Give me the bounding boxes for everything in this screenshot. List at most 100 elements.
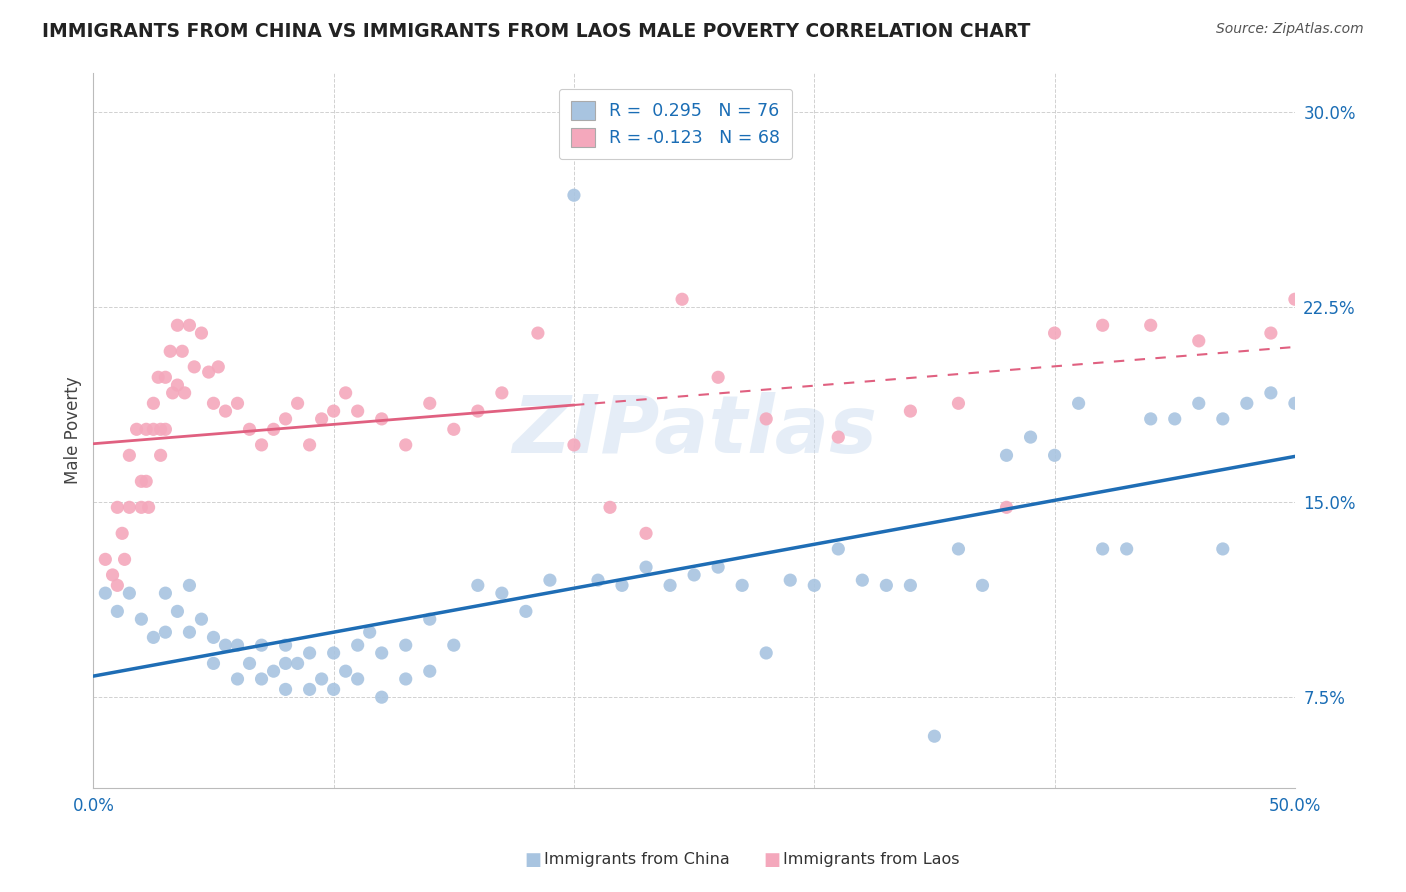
- Point: [274, 682, 297, 697]
- Point: [105, 578, 128, 592]
- Point: [155, 625, 177, 640]
- Point: [948, 396, 970, 410]
- Point: [311, 672, 333, 686]
- Point: [118, 448, 141, 462]
- Point: [274, 412, 297, 426]
- Point: [827, 541, 849, 556]
- Point: [148, 370, 170, 384]
- Point: [183, 359, 205, 374]
- Point: [683, 568, 706, 582]
- Point: [142, 422, 165, 436]
- Point: [875, 578, 897, 592]
- Point: [131, 612, 153, 626]
- Point: [125, 422, 148, 436]
- Point: [298, 438, 321, 452]
- Text: ZIPatlas: ZIPatlas: [512, 392, 876, 469]
- Point: [94, 552, 117, 566]
- Point: [562, 438, 585, 452]
- Point: [172, 344, 194, 359]
- Point: [1164, 412, 1187, 426]
- Point: [207, 359, 229, 374]
- Point: [162, 385, 184, 400]
- Point: [779, 573, 801, 587]
- Text: Source: ZipAtlas.com: Source: ZipAtlas.com: [1216, 22, 1364, 37]
- Point: [250, 672, 273, 686]
- Point: [419, 664, 441, 678]
- Point: [634, 560, 657, 574]
- Point: [995, 448, 1018, 462]
- Point: [803, 578, 825, 592]
- Point: [467, 404, 489, 418]
- Point: [287, 657, 309, 671]
- Point: [370, 646, 392, 660]
- Point: [948, 541, 970, 556]
- Point: [298, 682, 321, 697]
- Point: [1139, 412, 1161, 426]
- Point: [900, 578, 922, 592]
- Legend: R =  0.295   N = 76, R = -0.123   N = 68: R = 0.295 N = 76, R = -0.123 N = 68: [558, 89, 792, 160]
- Point: [197, 365, 219, 379]
- Point: [166, 604, 188, 618]
- Point: [263, 422, 285, 436]
- Point: [1139, 318, 1161, 333]
- Point: [155, 422, 177, 436]
- Point: [214, 404, 236, 418]
- Point: [335, 664, 357, 678]
- Point: [105, 604, 128, 618]
- Point: [1188, 396, 1211, 410]
- Point: [671, 292, 693, 306]
- Point: [135, 422, 157, 436]
- Point: [443, 422, 465, 436]
- Point: [274, 657, 297, 671]
- Point: [250, 438, 273, 452]
- Point: [634, 526, 657, 541]
- Point: [142, 631, 165, 645]
- Point: [105, 500, 128, 515]
- Point: [1067, 396, 1090, 410]
- Point: [924, 729, 946, 743]
- Point: [491, 586, 513, 600]
- Point: [1043, 448, 1066, 462]
- Point: [155, 586, 177, 600]
- Point: [1019, 430, 1042, 444]
- Point: [155, 370, 177, 384]
- Point: [173, 385, 195, 400]
- Point: [1091, 318, 1114, 333]
- Point: [562, 188, 585, 202]
- Point: [101, 568, 124, 582]
- Point: [149, 448, 172, 462]
- Point: [1284, 292, 1306, 306]
- Point: [1091, 541, 1114, 556]
- Point: [395, 638, 418, 652]
- Point: [586, 573, 609, 587]
- Point: [322, 404, 344, 418]
- Point: [298, 646, 321, 660]
- Point: [166, 318, 188, 333]
- Point: [226, 638, 249, 652]
- Point: [138, 500, 160, 515]
- Point: [1212, 412, 1234, 426]
- Point: [179, 318, 201, 333]
- Point: [118, 500, 141, 515]
- Point: [755, 646, 778, 660]
- Point: [467, 578, 489, 592]
- Point: [118, 586, 141, 600]
- Point: [190, 326, 212, 340]
- Point: [226, 396, 249, 410]
- Point: [111, 526, 134, 541]
- Point: [419, 612, 441, 626]
- Point: [179, 578, 201, 592]
- Point: [287, 396, 309, 410]
- Point: [659, 578, 682, 592]
- Point: [827, 430, 849, 444]
- Point: [346, 638, 368, 652]
- Point: [214, 638, 236, 652]
- Point: [263, 664, 285, 678]
- Point: [149, 422, 172, 436]
- Point: [226, 672, 249, 686]
- Point: [346, 672, 368, 686]
- Point: [250, 638, 273, 652]
- Point: [599, 500, 621, 515]
- Point: [610, 578, 633, 592]
- Point: [274, 638, 297, 652]
